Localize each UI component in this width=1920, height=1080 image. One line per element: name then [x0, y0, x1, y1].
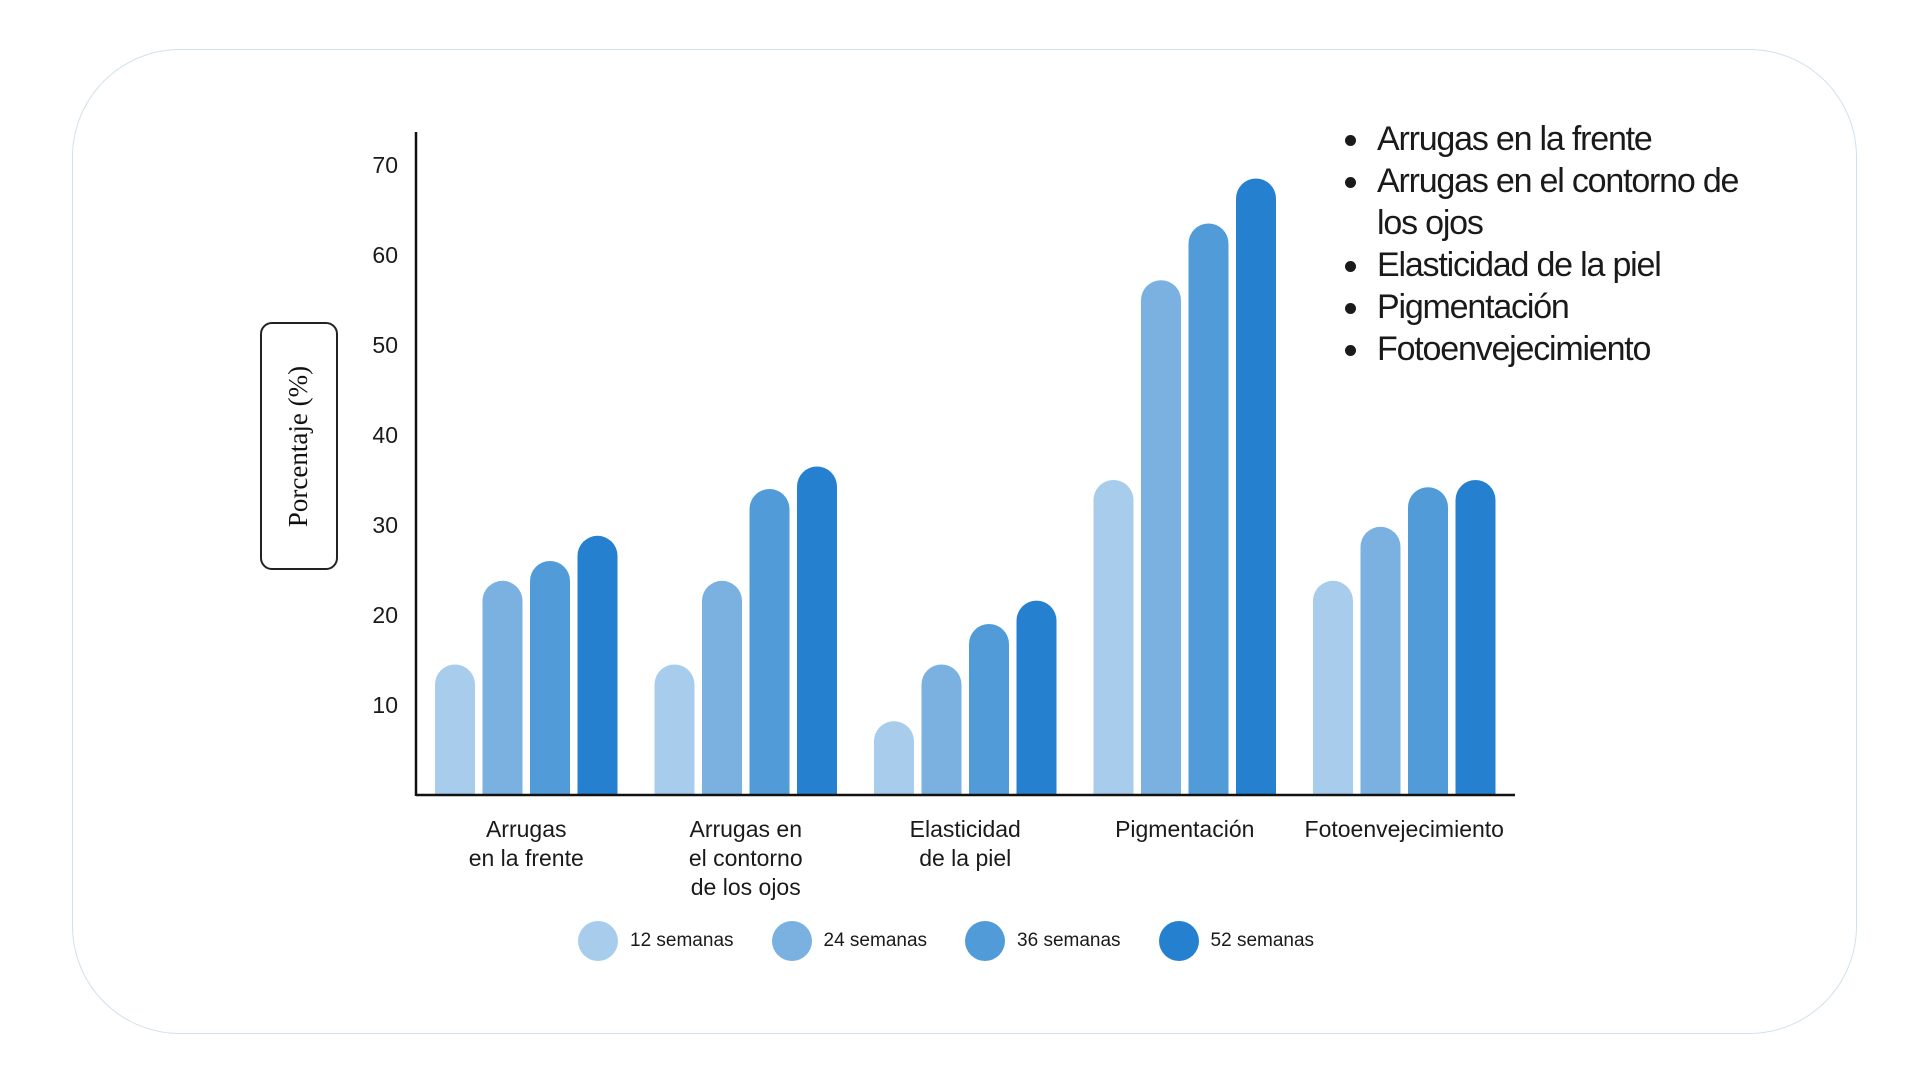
y-axis-label-box: Porcentaje (%) — [260, 322, 338, 570]
x-category-label: Arrugas en la frente — [469, 816, 584, 871]
x-category-label: Pigmentación — [1115, 816, 1254, 842]
x-category-label: Elasticidad de la piel — [910, 816, 1021, 871]
legend-swatch — [1158, 921, 1199, 961]
bar — [435, 664, 475, 795]
x-category-label-line: en la frente — [469, 845, 584, 871]
bar — [482, 580, 523, 795]
x-category-label: Fotoenvejecimiento — [1305, 816, 1504, 842]
legend: 12 semanas 24 semanas 36 semanas 52 sema… — [578, 920, 1352, 962]
note-item: Fotoenvejecimiento — [1335, 328, 1765, 370]
bar — [530, 561, 570, 795]
note-item: Arrugas en el contorno de los ojos — [1335, 160, 1765, 244]
bar — [702, 580, 742, 795]
y-tick-label: 10 — [372, 692, 398, 718]
y-tick-label: 60 — [372, 242, 398, 268]
x-category-label-line: Fotoenvejecimiento — [1305, 816, 1504, 842]
legend-label: 36 semanas — [1017, 930, 1121, 951]
legend-swatch — [578, 921, 618, 961]
x-category-label-line: de la piel — [919, 845, 1011, 871]
bar — [749, 489, 790, 795]
bar — [1141, 280, 1181, 795]
y-tick-label: 50 — [372, 332, 398, 358]
y-tick-label: 20 — [372, 602, 398, 628]
legend-label: 12 semanas — [630, 930, 734, 951]
bar — [1313, 580, 1353, 795]
bar — [797, 466, 837, 795]
x-category-label-line: Arrugas en — [689, 816, 802, 842]
legend-label: 52 semanas — [1210, 930, 1315, 951]
legend-item-12-semanas: 12 semanas — [578, 921, 734, 961]
y-tick-label: 70 — [372, 152, 398, 178]
bar — [969, 624, 1009, 795]
bar — [1016, 600, 1057, 795]
bar — [577, 535, 618, 795]
notes-list: Arrugas en la frente Arrugas en el conto… — [1335, 118, 1765, 370]
bar — [654, 664, 695, 795]
bar — [1236, 178, 1276, 795]
note-item: Pigmentación — [1335, 286, 1765, 328]
bar — [874, 721, 914, 795]
bar — [1188, 223, 1229, 795]
legend-swatch — [771, 921, 812, 961]
note-item: Elasticidad de la piel — [1335, 244, 1765, 286]
legend-swatch — [965, 921, 1006, 961]
legend-item-36-semanas: 36 semanas — [965, 921, 1121, 961]
bar — [1360, 526, 1401, 795]
x-category-label: Arrugas en el contorno de los ojos — [689, 816, 803, 900]
x-category-label-line: de los ojos — [691, 874, 801, 900]
bar — [1455, 480, 1496, 795]
bar — [921, 664, 962, 795]
legend-item-52-semanas: 52 semanas — [1158, 921, 1315, 961]
x-category-label-line: Pigmentación — [1115, 816, 1254, 842]
bar — [1093, 480, 1134, 795]
y-tick-label: 30 — [372, 512, 398, 538]
x-category-label-line: el contorno — [689, 845, 803, 871]
note-item: Arrugas en la frente — [1335, 118, 1765, 160]
chart-card — [72, 49, 1857, 1034]
bar — [1408, 487, 1448, 795]
legend-item-24-semanas: 24 semanas — [771, 921, 928, 961]
x-category-label-line: Arrugas — [486, 816, 567, 842]
legend-label: 24 semanas — [823, 930, 928, 951]
x-category-label-line: Elasticidad — [910, 816, 1021, 842]
y-tick-label: 40 — [372, 422, 398, 448]
